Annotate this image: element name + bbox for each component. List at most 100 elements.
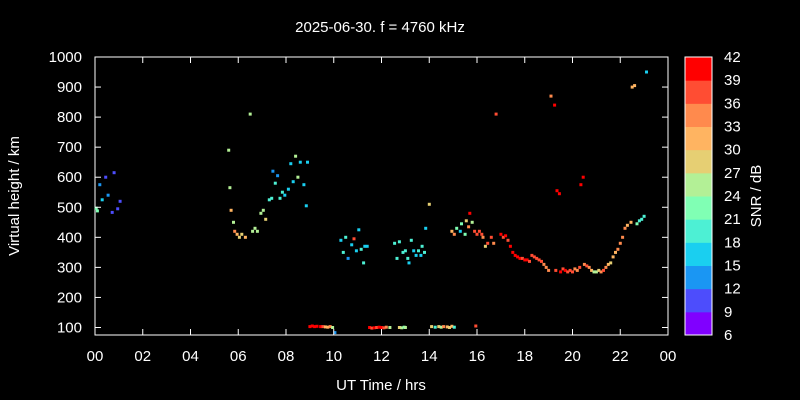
data-point: [298, 160, 302, 164]
data-point: [501, 235, 505, 239]
data-point: [480, 232, 484, 236]
data-point: [630, 85, 634, 89]
data-point: [523, 258, 527, 262]
data-point: [450, 229, 454, 233]
data-point: [344, 235, 348, 239]
x-tick-label: 16: [469, 348, 486, 365]
data-point: [352, 237, 356, 241]
colorbar-tick-label: 27: [724, 165, 741, 182]
chart-title: 2025-06-30. f = 4760 kHz: [295, 19, 465, 36]
data-point: [559, 270, 563, 274]
x-axis: 00 02 04 06 08 10 12 14 16 18 20 22 00: [87, 57, 676, 365]
data-point: [306, 160, 309, 164]
colorbar-tick-label: 12: [724, 281, 741, 298]
data-point: [368, 326, 372, 329]
data-point: [611, 255, 615, 259]
data-point: [544, 265, 548, 269]
data-point: [555, 189, 559, 193]
y-tick-label: 200: [57, 289, 82, 306]
data-point: [439, 325, 443, 329]
x-axis-label: UT Time / hrs: [336, 377, 426, 394]
data-point: [473, 229, 477, 233]
data-point: [494, 112, 498, 116]
colorbar-segment: [685, 196, 712, 220]
data-point: [637, 219, 641, 223]
data-point: [492, 241, 496, 245]
x-tick-label: 22: [612, 348, 629, 365]
data-point: [568, 268, 572, 272]
colorbar-segment: [685, 265, 712, 290]
data-point: [264, 217, 268, 221]
data-point: [547, 268, 551, 272]
data-point: [319, 325, 323, 329]
data-point: [573, 267, 577, 271]
data-point: [414, 253, 418, 257]
data-point: [229, 208, 233, 212]
data-point: [333, 331, 337, 335]
x-tick-label: 02: [134, 348, 151, 365]
colorbar-segment: [685, 219, 712, 243]
data-point: [590, 268, 594, 272]
data-point: [304, 204, 308, 208]
data-point: [474, 324, 478, 328]
data-point: [401, 250, 405, 254]
y-tick-label: 700: [57, 139, 82, 156]
colorbar-segment: [685, 126, 712, 151]
y-tick-label: 900: [57, 79, 82, 96]
data-point: [433, 325, 437, 329]
data-point: [248, 112, 252, 116]
data-point: [341, 250, 345, 254]
colorbar-segment: [685, 57, 712, 81]
colorbar-tick-label: 24: [724, 188, 741, 205]
colorbar-tick-label: 21: [724, 211, 741, 228]
data-point: [528, 259, 531, 263]
data-point: [328, 325, 332, 329]
data-point: [450, 324, 454, 328]
data-point: [575, 268, 579, 272]
data-point: [621, 235, 625, 239]
data-point: [540, 259, 543, 263]
data-point: [463, 232, 467, 236]
data-point: [235, 232, 239, 236]
x-tick-label: 20: [564, 348, 581, 365]
data-point: [380, 326, 383, 329]
data-point: [557, 192, 561, 196]
data-point: [423, 250, 426, 254]
x-tick-label: 18: [516, 348, 533, 365]
x-tick-label: 08: [278, 348, 295, 365]
data-point: [243, 235, 247, 239]
data-point: [116, 207, 120, 211]
data-point: [407, 261, 411, 265]
data-point: [525, 258, 529, 262]
data-point: [442, 325, 446, 329]
data-point: [409, 238, 413, 242]
data-point: [506, 238, 510, 242]
data-point: [372, 326, 376, 330]
data-point: [633, 84, 637, 88]
data-point: [259, 211, 263, 215]
data-point: [403, 326, 407, 329]
data-point: [377, 325, 381, 329]
data-point: [296, 175, 300, 179]
data-point: [357, 228, 361, 232]
data-point: [240, 232, 244, 236]
data-point: [606, 262, 610, 266]
data-point: [486, 241, 490, 245]
data-point: [571, 270, 574, 274]
data-point: [294, 154, 298, 158]
data-point: [310, 324, 314, 328]
y-axis: 100 200 300 400 500 600 700 800 900 1000: [49, 49, 668, 336]
data-point: [483, 244, 487, 248]
data-point: [623, 226, 627, 230]
data-point: [261, 208, 265, 212]
data-point: [477, 229, 481, 233]
x-tick-label: 06: [230, 348, 247, 365]
data-point: [286, 187, 290, 191]
data-point: [489, 235, 493, 239]
data-point: [331, 326, 335, 329]
data-point: [511, 250, 515, 254]
data-point: [255, 229, 259, 233]
data-point: [645, 70, 648, 74]
data-point: [537, 258, 541, 262]
data-point: [642, 214, 646, 218]
